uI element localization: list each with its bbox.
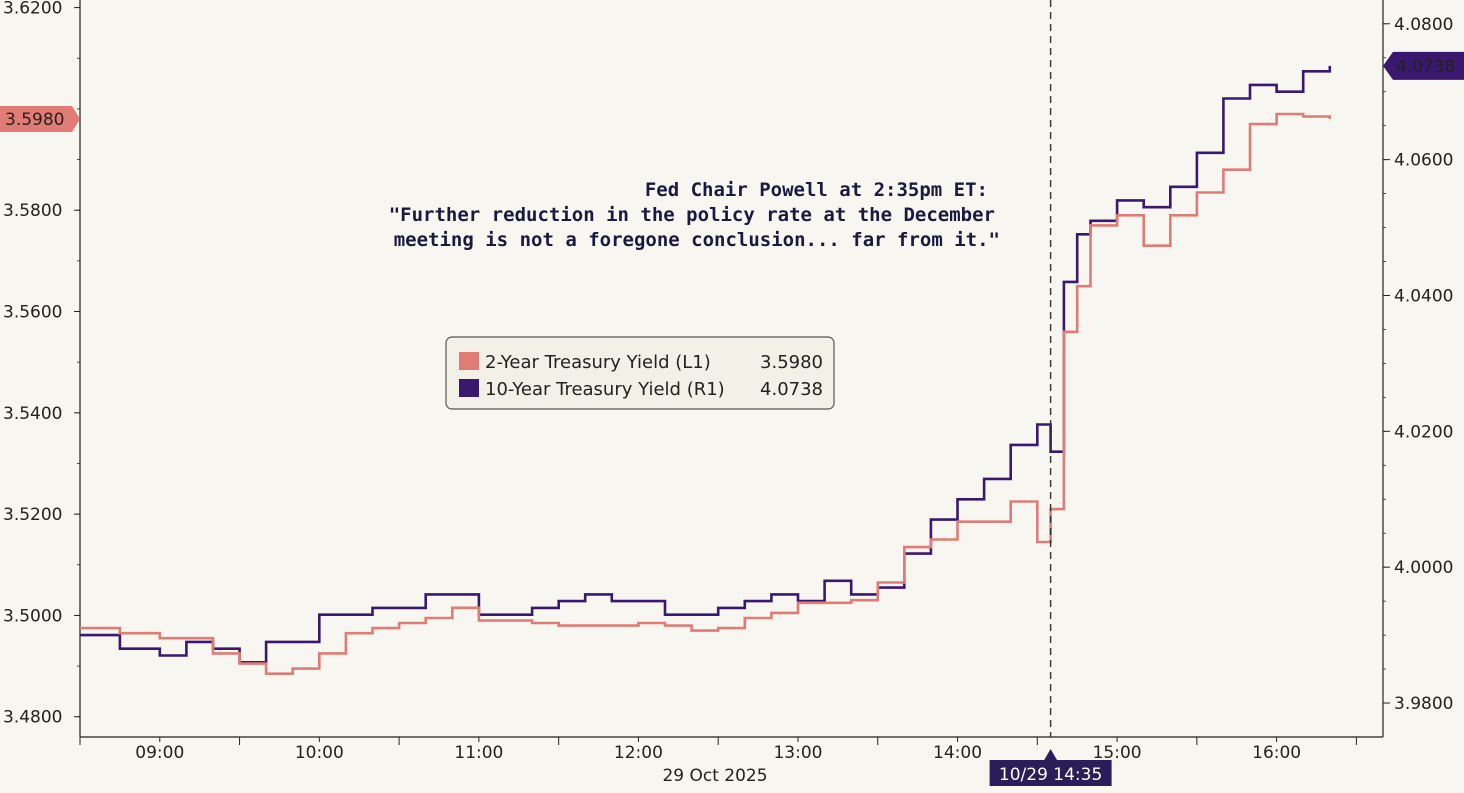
- x-tick-label: 16:00: [1252, 743, 1301, 763]
- x-tick-label: 11:00: [454, 743, 503, 763]
- legend: 2-Year Treasury Yield (L1) 3.5980 10-Yea…: [445, 336, 835, 410]
- right-last-value-text: 4.0738: [1396, 57, 1455, 77]
- x-tick-label: 10:00: [295, 743, 344, 763]
- annotation-line-3: meeting is not a foregone conclusion... …: [394, 229, 1000, 251]
- y-left-tick-label: 3.5000: [3, 606, 62, 626]
- legend-label-10y: 10-Year Treasury Yield (R1): [485, 379, 725, 400]
- y-left-tick-label: 3.5400: [3, 404, 62, 424]
- legend-value-2y: 3.5980: [760, 352, 823, 373]
- x-tick-label: 09:00: [135, 743, 184, 763]
- event-time-flag: [989, 760, 1112, 786]
- y-right-tick-label: 3.9800: [1394, 694, 1453, 714]
- y-left-tick-label: 3.6200: [3, 0, 62, 19]
- x-tick-label: 15:00: [1093, 743, 1142, 763]
- legend-swatch-10y: [459, 379, 479, 397]
- left-last-value-flag: [0, 106, 80, 133]
- x-tick-label: 14:00: [933, 743, 982, 763]
- annotation-line-1: Fed Chair Powell at 2:35pm ET:: [645, 179, 988, 201]
- y-right-tick-label: 4.0400: [1394, 286, 1453, 306]
- event-pointer: [1043, 749, 1058, 761]
- event-time-flag-text: 10/29 14:35: [999, 765, 1102, 785]
- annotation-line-2: "Further reduction in the policy rate at…: [389, 204, 995, 226]
- x-tick-label: 13:00: [773, 743, 822, 763]
- y-right-tick-label: 4.0200: [1394, 422, 1453, 442]
- y-right-tick-label: 4.0000: [1394, 558, 1453, 578]
- legend-value-10y: 4.0738: [760, 379, 823, 400]
- series-line-2y: [80, 112, 1332, 675]
- x-date-label: 29 Oct 2025: [662, 766, 767, 786]
- series-line-10y: [80, 65, 1332, 664]
- y-left-tick-label: 3.5600: [3, 303, 62, 323]
- legend-swatch-2y: [459, 352, 479, 370]
- x-tick-label: 12:00: [614, 743, 663, 763]
- left-last-value-text: 3.5980: [5, 110, 64, 130]
- legend-box: [445, 336, 835, 410]
- y-right-tick-label: 4.0800: [1394, 15, 1453, 35]
- y-left-tick-label: 3.5200: [3, 505, 62, 525]
- chart-axes: 3.4800 3.5000 3.5200 3.5400 3.5600 3.5800 3.62…: [3, 0, 1453, 763]
- series-layer: [80, 65, 1332, 675]
- right-last-value-flag: [1383, 51, 1464, 80]
- y-left-tick-label: 3.5800: [3, 201, 62, 221]
- y-right-tick-label: 4.0600: [1394, 151, 1453, 171]
- legend-label-2y: 2-Year Treasury Yield (L1): [485, 352, 711, 373]
- y-left-tick-label: 3.4800: [3, 708, 62, 728]
